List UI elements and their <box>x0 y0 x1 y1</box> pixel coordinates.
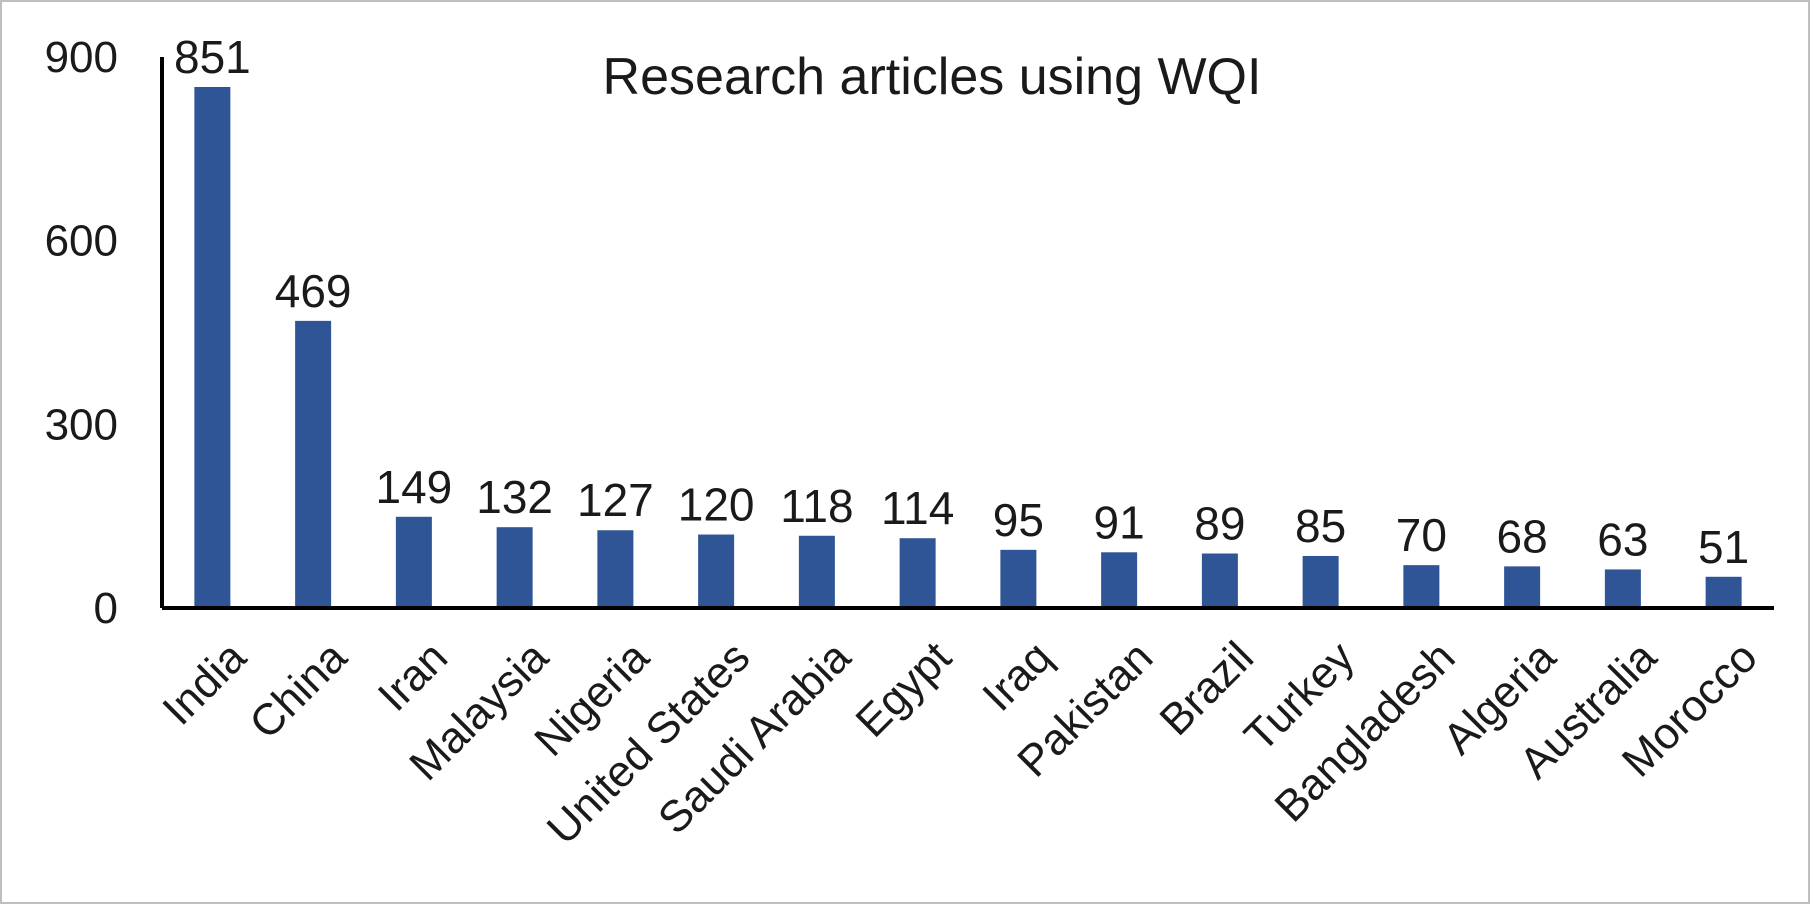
y-tick-label: 300 <box>45 400 118 449</box>
data-label: 91 <box>1094 496 1145 548</box>
bar <box>798 535 835 608</box>
y-tick-label: 0 <box>94 584 118 633</box>
data-label: 118 <box>780 480 853 532</box>
bar <box>899 538 936 608</box>
x-tick-label: China <box>240 632 356 748</box>
data-label: 68 <box>1497 510 1548 562</box>
y-tick-label: 900 <box>45 33 118 82</box>
bar <box>698 534 735 608</box>
bar <box>395 516 432 608</box>
data-label: 89 <box>1194 498 1245 550</box>
bar <box>194 86 231 608</box>
bar <box>1504 566 1541 608</box>
data-labels: 851 469 149 132 127 120 118 114 95 91 89 85 70 68 63 51 <box>174 31 1749 573</box>
x-tick-label: Iraq <box>973 632 1061 720</box>
data-label: 127 <box>577 474 654 526</box>
x-tick-label: India <box>153 632 255 734</box>
bar <box>1000 549 1037 608</box>
x-tick-label: Iran <box>369 632 457 720</box>
y-tick-label: 600 <box>45 217 118 266</box>
data-label: 469 <box>275 265 352 317</box>
y-axis-ticks: 0 300 600 900 <box>45 33 118 633</box>
bar <box>1201 553 1238 608</box>
data-label: 114 <box>881 482 954 534</box>
data-label: 851 <box>174 31 251 83</box>
data-label: 95 <box>993 494 1044 546</box>
data-label: 120 <box>678 479 755 531</box>
bar <box>1705 576 1742 608</box>
data-label: 63 <box>1597 513 1648 565</box>
chart-title: Research articles using WQI <box>603 48 1262 106</box>
bar <box>295 320 332 608</box>
bar <box>597 530 634 608</box>
data-label: 85 <box>1295 500 1346 552</box>
bar <box>1403 565 1440 608</box>
x-tick-label: Egypt <box>847 632 961 746</box>
bar <box>1101 552 1138 608</box>
bars <box>194 86 1742 608</box>
bar <box>496 527 533 608</box>
data-label: 70 <box>1396 509 1447 561</box>
data-label: 149 <box>376 461 453 513</box>
data-label: 132 <box>476 471 553 523</box>
bar <box>1302 555 1339 608</box>
data-label: 51 <box>1698 521 1749 573</box>
bar <box>1604 569 1641 608</box>
